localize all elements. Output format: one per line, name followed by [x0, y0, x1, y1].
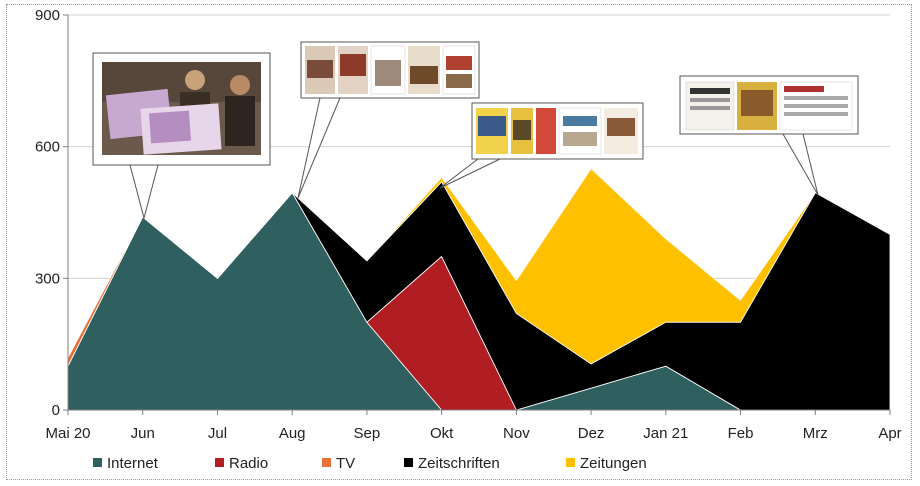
y-tick-label: 300: [35, 270, 60, 287]
x-tick-label: Aug: [279, 425, 306, 442]
legend: Internet Radio TV Zeitschriften Zeitungen: [93, 455, 647, 472]
x-tick-label: Mai 20: [45, 425, 90, 442]
legend-label-radio: Radio: [229, 455, 268, 472]
legend-label-tv: TV: [336, 455, 355, 472]
magazine-4-thumbnail: [558, 107, 602, 155]
legend-swatch-radio: [215, 458, 224, 467]
y-tick-label: 600: [35, 139, 60, 156]
magazine-3-thumbnail: [536, 108, 556, 154]
x-tick-label: Okt: [430, 425, 454, 442]
legend-swatch-zeitschriften: [404, 458, 413, 467]
x-tick-label: Feb: [728, 425, 754, 442]
callout-print-ad: [679, 75, 859, 196]
x-tick-label: Mrz: [803, 425, 828, 442]
x-tick-label: Dez: [578, 425, 605, 442]
x-tick-label: Jun: [131, 425, 155, 442]
legend-label-internet: Internet: [107, 455, 159, 472]
legend-label-zeitschriften: Zeitschriften: [418, 455, 500, 472]
legend-swatch-zeitungen: [566, 458, 575, 467]
y-tick-label: 0: [52, 402, 60, 419]
chart-frame: [6, 4, 912, 480]
x-tick-label: Sep: [354, 425, 381, 442]
y-tick-label: 900: [35, 7, 60, 24]
callout-magazine-clippings: [439, 102, 644, 189]
x-tick-label: Jul: [208, 425, 227, 442]
axes: 0 300 600 900 Mai 20 Jun Jul Aug Sep Okt Nov Dez Jan…: [35, 7, 902, 442]
x-tick-label: Apr: [878, 425, 901, 442]
x-tick-label: Nov: [503, 425, 530, 442]
series-areas: [67, 168, 891, 411]
area-zeitungen: [67, 168, 891, 365]
legend-label-zeitungen: Zeitungen: [580, 455, 647, 472]
callout-newspaper-clippings: [297, 41, 480, 199]
callout-banknote-photo: [92, 52, 271, 220]
legend-swatch-tv: [322, 458, 331, 467]
x-tick-label: Jan 21: [643, 425, 688, 442]
ad-callouts: [92, 41, 859, 220]
legend-swatch-internet: [93, 458, 102, 467]
